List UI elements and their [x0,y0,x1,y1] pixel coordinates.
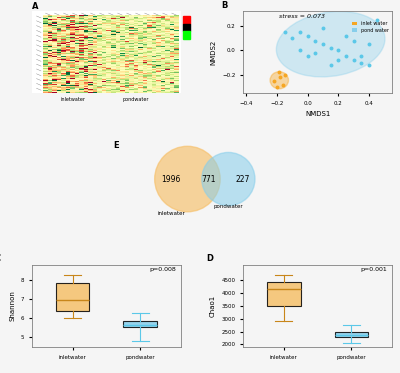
Bar [183,31,190,39]
Text: inletwater: inletwater [60,97,85,102]
Point [366,41,372,47]
Point [277,74,283,80]
PathPatch shape [334,332,368,337]
Text: 227: 227 [236,175,250,184]
Point [274,84,280,90]
Bar [183,24,190,31]
Point [271,78,277,84]
Text: pondwater: pondwater [214,204,243,209]
Point [297,47,303,53]
Point [350,38,357,44]
PathPatch shape [56,283,90,311]
Point [312,50,318,56]
Point [297,29,303,35]
Text: A: A [32,2,38,11]
Point [320,41,326,47]
Point [289,35,296,41]
Point [282,29,288,35]
Point [320,25,326,31]
PathPatch shape [123,321,157,327]
Point [280,82,286,88]
Text: inletwater: inletwater [157,211,185,216]
PathPatch shape [267,282,301,306]
Point [328,45,334,51]
Text: pondwater: pondwater [122,97,149,102]
Point [358,60,364,66]
Point [335,57,342,63]
Y-axis label: Shannon: Shannon [9,291,15,322]
X-axis label: NMDS1: NMDS1 [305,111,330,117]
Point [304,53,311,59]
Y-axis label: NMDS2: NMDS2 [211,40,217,65]
Text: stress = 0.073: stress = 0.073 [279,14,325,19]
Point [366,62,372,68]
Circle shape [155,146,220,212]
Point [282,72,288,78]
Text: B: B [221,1,227,10]
Text: p=0.008: p=0.008 [150,267,176,272]
Text: C: C [0,254,1,263]
Circle shape [202,153,255,206]
Point [304,33,311,39]
Point [328,62,334,68]
Text: 1996: 1996 [161,175,181,184]
Point [343,33,349,39]
Point [275,69,282,75]
Text: p=0.001: p=0.001 [361,267,388,272]
Point [343,53,349,59]
Point [358,53,364,59]
Text: 771: 771 [202,175,216,184]
Ellipse shape [276,12,385,77]
Text: E: E [114,141,119,150]
Ellipse shape [270,72,288,89]
Point [312,38,318,44]
Bar [183,16,190,24]
Text: D: D [206,254,213,263]
Point [335,47,342,53]
Point [350,57,357,63]
Legend: inlet water, pond water: inlet water, pond water [351,20,390,34]
Y-axis label: Chao1: Chao1 [210,295,216,317]
Point [374,17,380,23]
